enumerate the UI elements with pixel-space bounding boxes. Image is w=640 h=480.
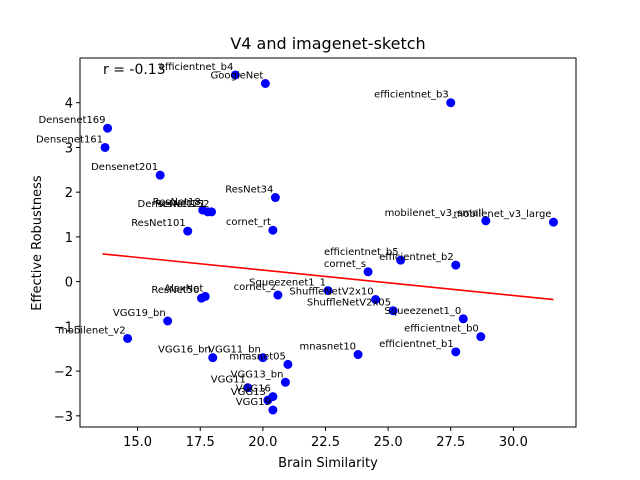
data-point <box>371 295 381 305</box>
y-tick-label: 0 <box>65 276 73 291</box>
x-tick-label: 27.5 <box>436 435 465 450</box>
data-point-label: ResNet18 <box>153 197 201 208</box>
data-point-label: cornet_rt <box>226 217 271 228</box>
data-point <box>207 207 217 217</box>
data-point-label: Densenet169 <box>38 115 105 126</box>
data-point-label: ResNet34 <box>225 185 273 196</box>
regression-line <box>102 253 554 301</box>
data-point <box>451 347 461 357</box>
data-point <box>155 170 165 180</box>
data-point-label: Squeezenet1_1 <box>249 278 326 289</box>
data-point <box>263 395 273 405</box>
data-point-label: VGG16_bn <box>158 345 211 356</box>
data-point <box>260 78 270 88</box>
data-point <box>458 314 468 324</box>
data-point-label: VGG19 <box>236 397 271 408</box>
data-point-label: DenseNet121 <box>138 199 206 210</box>
data-point-label: mobilenet_v3_small <box>385 208 484 219</box>
data-point <box>243 383 253 393</box>
x-tick-label: 20.0 <box>248 435 277 450</box>
data-point <box>123 333 133 343</box>
y-tick-label: 4 <box>65 97 73 112</box>
x-tick-label: 22.5 <box>311 435 340 450</box>
data-point <box>208 353 218 363</box>
data-point <box>268 225 278 235</box>
chart-title: V4 and imagenet-sketch <box>230 34 425 53</box>
data-point-label: VGG13 <box>231 387 266 398</box>
data-point <box>183 226 193 236</box>
data-point <box>196 293 206 303</box>
data-point-label: GoogleNet <box>211 70 264 81</box>
data-point <box>363 267 373 277</box>
data-point-label: efficientnet_b1 <box>379 339 454 350</box>
data-point-label: mnasnet05 <box>229 351 286 362</box>
y-axis-title: Effective Robustness <box>30 175 45 311</box>
data-point <box>280 377 290 387</box>
y-tick-label: −3 <box>54 410 73 425</box>
data-point <box>353 350 363 360</box>
data-point-label: AlexNet <box>164 283 203 294</box>
data-point <box>100 142 110 152</box>
x-tick-label: 15.0 <box>123 435 152 450</box>
axes-frame <box>79 57 577 428</box>
y-tick-label: −2 <box>54 365 73 380</box>
data-point <box>283 359 293 369</box>
data-point <box>396 255 406 265</box>
x-axis: 15.0 17.5 20.0 22.5 25.0 27.5 30.0 <box>123 427 528 450</box>
data-point-label: efficientnet_b5 <box>324 247 399 258</box>
data-point <box>270 193 280 203</box>
data-point-label: ResNet152 <box>155 199 210 210</box>
x-tick-label: 30.0 <box>499 435 528 450</box>
data-point <box>446 98 456 108</box>
data-point <box>103 123 113 133</box>
data-point-label: efficientnet_b3 <box>374 90 449 101</box>
data-point-label: ShuffleNetV2x05 <box>307 298 391 309</box>
y-tick-label: −1 <box>54 320 73 335</box>
data-point <box>268 405 278 415</box>
data-point <box>230 70 240 80</box>
data-point <box>481 216 491 226</box>
y-tick-label: 1 <box>65 231 73 246</box>
data-point <box>476 332 486 342</box>
data-point <box>163 316 173 326</box>
data-point-label: cornet_z <box>234 282 276 293</box>
data-point-label: Densenet161 <box>36 134 103 145</box>
data-point-label: efficientnet_b4 <box>159 62 234 73</box>
data-point-label: mobilenet_v2 <box>58 325 126 336</box>
x-tick-label: 25.0 <box>374 435 403 450</box>
data-point <box>323 286 333 296</box>
data-point-label: efficientnet_b2 <box>379 252 454 263</box>
data-point-label: VGG11 <box>211 375 246 386</box>
data-point <box>258 353 268 363</box>
data-point-label: VGG19_bn <box>113 308 166 319</box>
data-point-label: VGG11_bn <box>208 345 261 356</box>
x-tick-label: 17.5 <box>186 435 215 450</box>
data-point-label: efficientnet_b0 <box>404 324 479 335</box>
correlation-annotation: r = -0.13 <box>103 62 166 78</box>
data-point-label: mobilenet_v3_large <box>454 209 552 220</box>
data-point <box>548 217 558 227</box>
data-point-label: mnasnet10 <box>299 342 356 353</box>
y-tick-label: 3 <box>65 141 73 156</box>
data-point-label: ResNet101 <box>131 218 186 229</box>
x-axis-title: Brain Similarity <box>278 456 378 471</box>
y-tick-label: 2 <box>65 186 73 201</box>
data-point-label: VGG13_bn <box>231 369 284 380</box>
data-point-label: Squeezenet1_0 <box>384 306 461 317</box>
y-axis: −3 −2 −1 0 1 2 3 4 <box>54 97 80 425</box>
data-point <box>273 290 283 300</box>
data-point-label: Densenet201 <box>91 162 158 173</box>
data-point-label: ResNet50 <box>151 285 199 296</box>
data-point <box>451 260 461 270</box>
data-point-label: ShuffleNetV2x10 <box>289 287 373 298</box>
data-point-label: VGG16 <box>236 384 271 395</box>
data-point-label: cornet_s <box>324 259 366 270</box>
data-point <box>388 306 398 316</box>
